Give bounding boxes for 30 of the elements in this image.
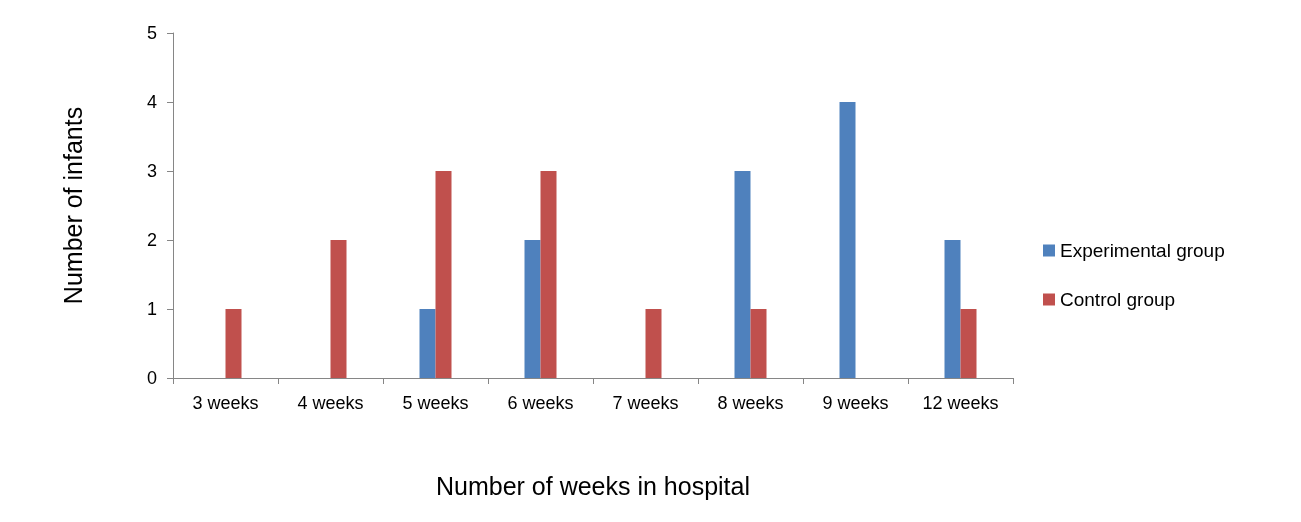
y-tick-label: 4 (146, 92, 157, 112)
y-axis-title: Number of infants (58, 106, 87, 305)
bar (524, 240, 541, 378)
x-tick-label: 6 weeks (507, 393, 574, 413)
bar (435, 171, 452, 378)
bar (225, 309, 242, 378)
y-tick-label: 3 (146, 161, 157, 181)
x-tick-label: 3 weeks (192, 393, 259, 413)
x-axis-title: Number of weeks in hospital (435, 471, 751, 500)
legend-label: Experimental group (1060, 240, 1225, 261)
bar (330, 240, 347, 378)
bar (540, 171, 557, 378)
bar (419, 309, 436, 378)
x-tick-label: 12 weeks (922, 393, 999, 413)
y-tick-label: 0 (146, 368, 157, 388)
bar (960, 309, 977, 378)
x-tick-label: 7 weeks (612, 393, 679, 413)
bar (645, 309, 662, 378)
x-tick-label: 9 weeks (822, 393, 889, 413)
y-tick-label: 2 (146, 230, 157, 250)
bar (734, 171, 751, 378)
y-tick-label: 1 (146, 299, 157, 319)
x-tick-label: 5 weeks (402, 393, 469, 413)
x-tick-label: 8 weeks (717, 393, 784, 413)
bar (750, 309, 767, 378)
legend-label: Control group (1060, 289, 1176, 310)
x-tick-label: 4 weeks (297, 393, 364, 413)
bar (944, 240, 961, 378)
y-tick-label: 5 (146, 23, 157, 43)
bar (839, 102, 856, 378)
